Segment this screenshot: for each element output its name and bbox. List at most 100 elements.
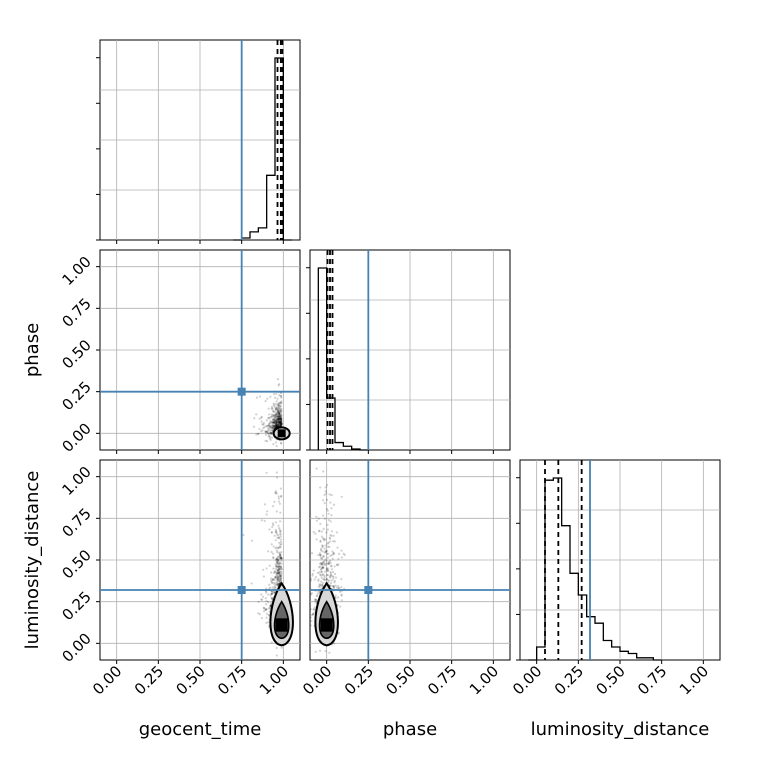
scatter-point — [266, 432, 270, 435]
scatter-point — [279, 565, 282, 568]
scatter-point — [312, 530, 315, 534]
scatter-point — [276, 583, 279, 586]
scatter-point — [268, 583, 271, 586]
scatter-point — [329, 574, 332, 577]
scatter-point — [325, 549, 329, 553]
scatter-point — [278, 407, 281, 410]
scatter-point — [264, 608, 267, 612]
scatter-point — [275, 424, 278, 428]
scatter-point — [324, 551, 327, 554]
scatter-point — [320, 563, 324, 566]
scatter-point — [328, 493, 331, 496]
scatter-point — [277, 404, 280, 407]
scatter-point — [278, 415, 281, 418]
scatter-point — [280, 570, 283, 573]
scatter-point — [280, 423, 283, 426]
scatter-point — [327, 560, 331, 563]
scatter-point — [270, 421, 273, 424]
scatter-point — [277, 417, 280, 420]
scatter-point — [279, 419, 282, 422]
scatter-point — [278, 552, 281, 555]
scatter-point — [330, 564, 333, 567]
scatter-point — [277, 575, 280, 578]
scatter-point — [262, 607, 266, 610]
scatter-point — [319, 554, 322, 557]
scatter-point — [269, 438, 272, 441]
scatter-point — [319, 539, 322, 542]
scatter-point — [317, 517, 320, 520]
scatter-point — [325, 577, 329, 581]
scatter-point — [279, 415, 282, 418]
scatter-point — [260, 416, 263, 419]
contour-core — [275, 618, 288, 632]
scatter-point — [310, 579, 313, 582]
scatter-point — [258, 613, 261, 616]
scatter-point — [271, 426, 274, 429]
scatter-point — [275, 557, 278, 561]
scatter-point — [323, 517, 326, 520]
contour-core — [320, 618, 333, 632]
scatter-point — [275, 582, 278, 585]
scatter-point — [274, 415, 277, 418]
scatter-point — [277, 411, 280, 414]
scatter-point — [277, 415, 281, 418]
scatter-point — [326, 569, 330, 572]
scatter-point — [273, 420, 277, 423]
scatter-point — [310, 577, 313, 580]
scatter-point — [262, 422, 265, 425]
scatter-point — [274, 571, 278, 575]
scatter-point — [271, 578, 274, 581]
scatter-point — [278, 565, 281, 568]
scatter-point — [280, 551, 283, 554]
scatter-point — [276, 569, 280, 572]
scatter-point — [266, 439, 269, 443]
scatter-point — [326, 528, 329, 531]
scatter-point — [315, 595, 318, 598]
scatter-point — [274, 528, 277, 532]
scatter-point — [277, 546, 280, 549]
scatter-point — [266, 431, 269, 435]
scatter-point — [268, 564, 271, 567]
scatter-point — [274, 408, 277, 411]
scatter-point — [279, 555, 282, 558]
scatter-point — [269, 429, 272, 432]
scatter-point — [320, 530, 323, 533]
scatter-point — [267, 607, 270, 610]
scatter-point — [267, 423, 270, 427]
scatter-point — [274, 408, 277, 411]
scatter-point — [277, 579, 281, 583]
scatter-point — [308, 576, 310, 578]
scatter-point — [328, 579, 331, 582]
scatter-point — [276, 409, 280, 413]
scatter-point — [277, 384, 280, 387]
histogram-step-line — [528, 477, 662, 661]
scatter-point — [280, 575, 283, 578]
panel-grid — [516, 460, 720, 664]
scatter-point — [279, 422, 282, 426]
scatter-point — [273, 581, 276, 584]
scatter-point — [280, 441, 283, 445]
scatter-point — [278, 383, 281, 386]
scatter-point — [269, 577, 273, 580]
scatter-point — [269, 425, 272, 428]
scatter-point — [270, 428, 273, 432]
scatter-point — [280, 420, 283, 423]
scatter-point — [277, 524, 280, 527]
scatter-point — [258, 417, 261, 420]
scatter-point — [250, 582, 253, 585]
scatter-point — [332, 551, 335, 555]
y-tick-label: 0.75 — [58, 294, 94, 330]
scatter-point — [278, 574, 281, 577]
scatter-point — [255, 396, 259, 399]
scatter-point — [273, 410, 276, 414]
scatter-point — [260, 616, 263, 620]
scatter-point — [275, 476, 279, 479]
scatter-point — [320, 562, 324, 565]
scatter-point — [333, 540, 336, 543]
scatter-point — [338, 590, 341, 593]
scatter-point — [270, 543, 273, 546]
scatter-point — [260, 593, 263, 596]
scatter-point — [268, 426, 272, 429]
scatter-point — [279, 538, 283, 541]
scatter-point — [330, 514, 333, 517]
